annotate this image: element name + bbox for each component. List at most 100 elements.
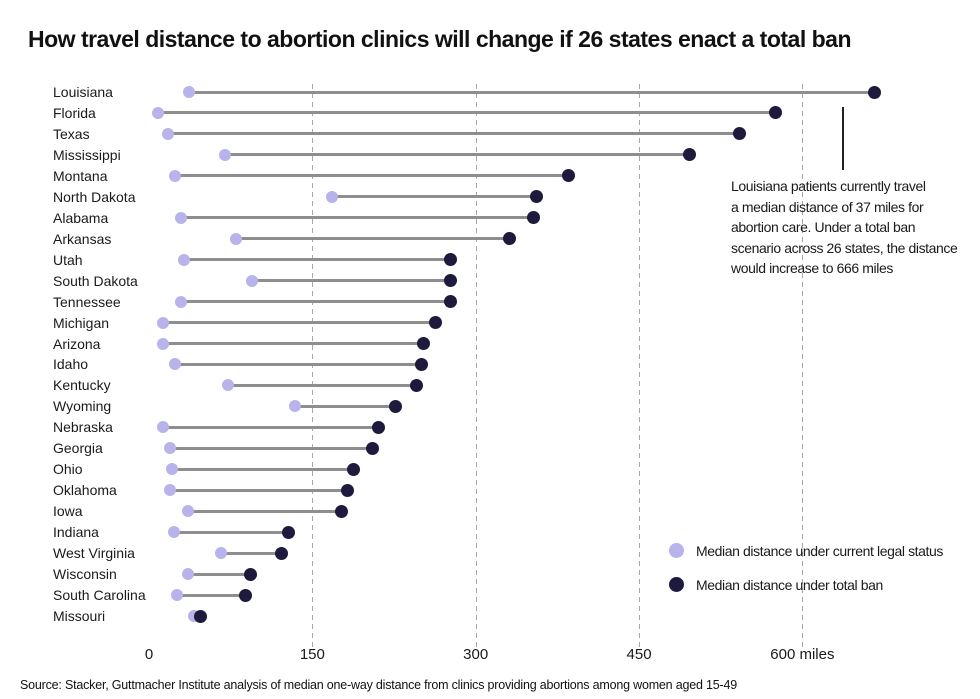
current-dot [288,400,301,413]
current-dot [151,106,164,119]
state-label: Arkansas [53,230,112,247]
legend: Median distance under current legal stat… [669,543,943,611]
state-label: Kentucky [53,377,111,394]
x-tick-label-300: 300 [463,646,489,663]
ban-dot [530,190,544,204]
current-dot [222,379,235,392]
connector-line [163,342,424,346]
connector-line [183,258,451,262]
x-tick-label-600: 600 miles [770,646,835,663]
state-label: Mississippi [53,146,121,163]
current-dot [246,274,259,287]
current-dot [169,358,182,371]
connector-line [175,362,422,366]
current-dot [182,505,195,518]
connector-line [180,300,451,304]
current-dot [163,442,176,455]
current-dot [165,463,178,476]
ban-dot [732,127,746,141]
legend-label-ban: Median distance under total ban [696,576,883,593]
current-dot [177,253,190,266]
ban-dot [243,567,257,581]
state-label: Iowa [53,503,83,520]
ban-dot [414,357,428,371]
connector-line [163,425,379,429]
current-dot [182,568,195,581]
connector-line [169,488,348,492]
connector-line [225,153,690,157]
current-dot [171,589,184,602]
state-label: South Dakota [53,272,138,289]
state-label: Michigan [53,314,110,331]
state-label: Utah [53,251,83,268]
source-note: Source: Stacker, Guttmacher Institute an… [20,678,737,692]
state-label: West Virginia [53,545,135,562]
gridline-450 [639,84,641,648]
ban-dot [444,253,458,267]
annotation-leader-line [842,107,844,170]
ban-dot [867,85,881,99]
ban-dot [444,274,458,288]
state-label: Idaho [53,356,89,373]
connector-line [188,509,342,513]
connector-line [188,572,251,576]
state-label: Nebraska [53,419,113,436]
current-dot [230,232,243,245]
current-dot [183,86,196,98]
state-label: Tennessee [53,293,121,310]
ban-dot [428,316,442,330]
state-label: Wyoming [53,398,112,415]
chart-title: How travel distance to abortion clinics … [28,26,852,52]
connector-line [169,446,373,450]
ban-dot [444,295,458,309]
ban-dot [410,378,424,392]
annotation-text: Louisiana patients currently travel a me… [731,178,958,276]
legend-item-current: Median distance under current legal stat… [669,542,944,559]
x-tick-label-150: 150 [299,646,325,663]
current-dot [325,190,338,203]
connector-line [177,593,246,597]
ban-dot [340,483,354,497]
x-tick-label-450: 450 [626,646,652,663]
current-dot [157,316,170,329]
ban-dot [416,337,430,351]
state-label: Alabama [53,209,109,226]
ban-dot [526,211,540,225]
ban-dot [561,169,575,183]
state-label: Indiana [53,524,99,541]
ban-dot [347,462,361,476]
state-label: Missouri [53,608,106,624]
current-dot [163,484,176,497]
ban-dot [682,148,696,162]
gridline-600 [802,84,804,648]
connector-line [236,237,510,241]
connector-line [252,279,451,283]
ban-dot [335,504,349,518]
gridline-300 [475,84,477,648]
connector-line [180,216,534,220]
connector-line [167,132,740,136]
connector-line [189,90,875,94]
state-label: Montana [53,167,108,184]
ban-dot [365,441,379,455]
connector-line [175,174,569,178]
current-dot [161,127,174,140]
current-dot [157,337,170,350]
state-label: Oklahoma [53,482,117,499]
current-dot [168,526,181,539]
legend-item-ban: Median distance under total ban [669,576,943,593]
state-label: Texas [53,125,90,142]
state-label: Wisconsin [53,566,117,583]
state-label: South Carolina [53,587,146,604]
legend-current-dot-icon [669,543,684,558]
state-label: Arizona [53,335,101,352]
connector-line [228,383,417,387]
legend-ban-dot-icon [669,577,684,592]
connector-line [220,551,282,555]
legend-label-current: Median distance under current legal stat… [696,542,944,559]
current-dot [214,547,227,560]
current-dot [157,421,170,434]
state-label: Florida [53,104,96,121]
